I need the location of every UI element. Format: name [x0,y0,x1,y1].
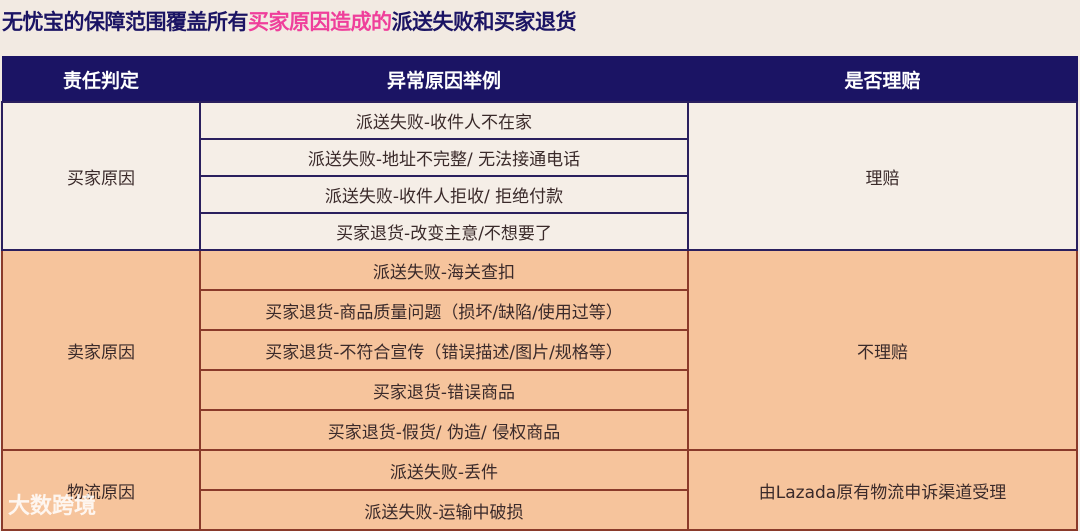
reason-cell: 买家退货-假货/ 伪造/ 侵权商品 [199,409,689,451]
table-row: 物流原因 派送失败-丢件 由Lazada原有物流申诉渠道受理 [1,449,1078,531]
table-row: 派送失败-地址不完整/ 无法接通电话 [2,138,1077,177]
table-row: 买家退货-假货/ 伪造/ 侵权商品 [2,409,1077,451]
reason-cell: 派送失败-丢件 [199,449,689,491]
title-text-end: 派送失败和买家退货 [391,10,577,34]
table-row: 派送失败-收件人拒收/ 拒绝付款 [2,175,1077,214]
claim-cell: 由Lazada原有物流申诉渠道受理 [687,449,1078,531]
reason-cell: 派送失败-运输中破损 [199,489,689,531]
responsibility-cell: 买家原因 [1,101,201,251]
table-header: 责任判定 异常原因举例 是否理赔 [1,56,1078,103]
header-responsibility: 责任判定 [1,56,201,103]
title-highlight: 买家原因造成的 [248,10,392,34]
claim-cell: 不理赔 [687,249,1078,451]
page-title: 无忧宝的保障范围覆盖所有买家原因造成的派送失败和买家退货 [2,6,576,36]
table-row: 买家退货-商品质量问题（损坏/缺陷/使用过等） [2,289,1077,331]
reason-cell: 买家退货-改变主意/不想要了 [199,212,689,251]
header-reasons: 异常原因举例 [199,56,689,103]
reason-cell: 派送失败-收件人不在家 [199,101,689,140]
table-row: 买家退货-错误商品 [2,369,1077,411]
claim-cell: 理赔 [687,101,1078,251]
header-claim: 是否理赔 [687,56,1078,103]
reason-cell: 派送失败-收件人拒收/ 拒绝付款 [199,175,689,214]
reason-cell: 买家退货-错误商品 [199,369,689,411]
watermark: 大数跨境 [8,494,97,519]
table-row: 买家退货-不符合宣传（错误描述/图片/规格等） [2,329,1077,371]
coverage-table: 责任判定 异常原因举例 是否理赔 买家原因 派送失败-收件人不在家 理赔 派送失败-… [1,56,1078,531]
table-row: 买家原因 派送失败-收件人不在家 理赔 [1,101,1078,251]
table-row: 卖家原因 派送失败-海关查扣 不理赔 [1,249,1078,451]
table-row: 买家退货-改变主意/不想要了 [2,212,1077,251]
responsibility-cell: 物流原因 [1,449,201,531]
title-text: 无忧宝的保障范围覆盖所有 [2,10,249,34]
reason-cell: 买家退货-商品质量问题（损坏/缺陷/使用过等） [199,289,689,331]
responsibility-cell: 卖家原因 [1,249,201,451]
reason-cell: 派送失败-地址不完整/ 无法接通电话 [199,138,689,177]
reason-cell: 买家退货-不符合宣传（错误描述/图片/规格等） [199,329,689,371]
reason-cell: 派送失败-海关查扣 [199,249,689,291]
